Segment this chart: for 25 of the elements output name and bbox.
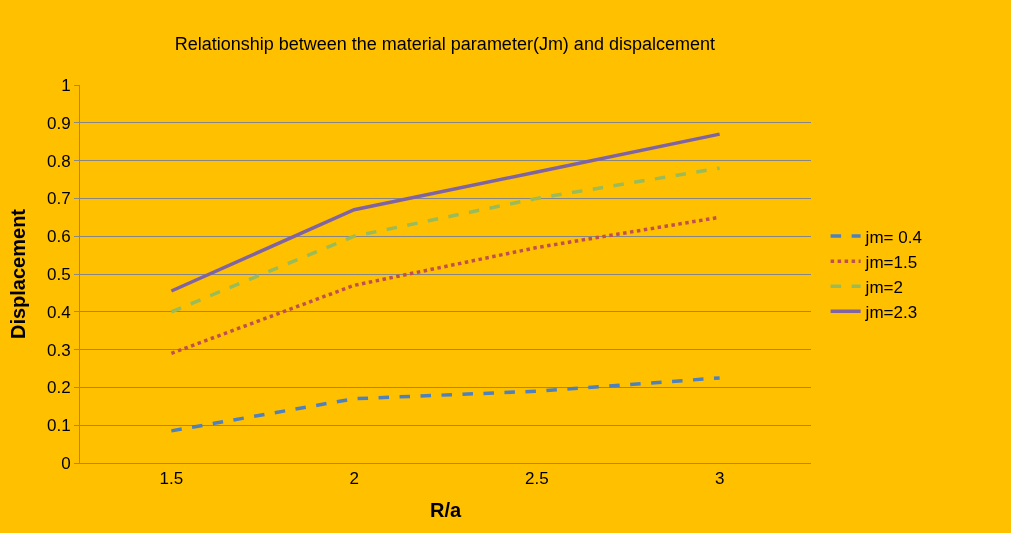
y-tick-label: 0.8 xyxy=(46,151,71,171)
y-tick-label: 1 xyxy=(61,75,71,95)
y-tick-label: 0.9 xyxy=(46,113,71,133)
y-tick-label: 0.1 xyxy=(46,416,71,436)
y-tick-label: 0.5 xyxy=(46,264,71,284)
y-tick-label: 0.6 xyxy=(46,227,71,247)
x-tick-label: 1.5 xyxy=(159,469,184,489)
legend-label: jm=1.5 xyxy=(864,252,918,272)
legend-label: jm= 0.4 xyxy=(864,227,922,247)
y-tick-label: 0.7 xyxy=(46,189,71,209)
x-tick-label: 3 xyxy=(714,469,725,489)
legend-label: jm=2 xyxy=(864,277,903,297)
y-tick-label: 0.2 xyxy=(46,378,71,398)
x-axis-title: R/a xyxy=(429,498,462,521)
y-tick-label: 0.3 xyxy=(46,340,71,360)
y-tick-label: 0.4 xyxy=(46,302,71,322)
line-series xyxy=(169,376,722,433)
line-series xyxy=(169,132,722,293)
legend-label: jm=2.3 xyxy=(864,302,918,322)
y-tick-label: 0 xyxy=(61,453,71,473)
line-series xyxy=(169,166,722,314)
chart-title: Relationship between the material parameter(Jm) and dispalcement xyxy=(174,33,715,54)
x-tick-label: 2.5 xyxy=(525,469,549,489)
x-tick-label: 2 xyxy=(349,469,359,489)
y-axis-title: Displacement xyxy=(7,208,30,340)
